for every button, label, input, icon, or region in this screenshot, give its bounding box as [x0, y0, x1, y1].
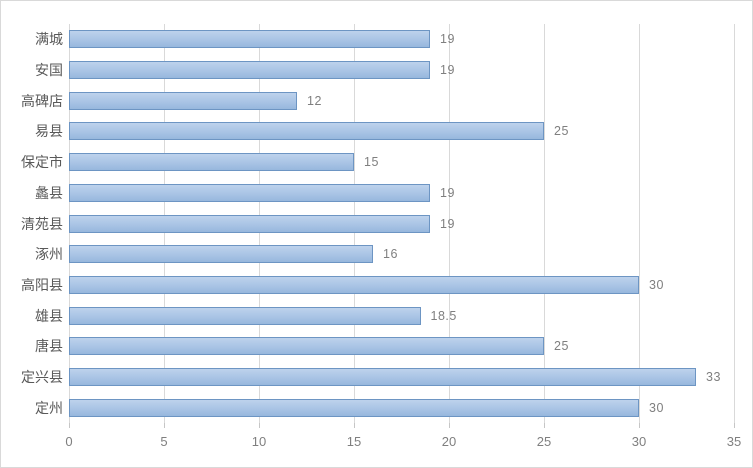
axis-tick: [354, 423, 355, 428]
gridline: [544, 24, 545, 423]
x-axis-tick-label: 35: [726, 434, 742, 449]
x-axis-tick-label: 0: [65, 434, 73, 449]
category-label: 满城: [35, 31, 63, 48]
axis-tick: [734, 423, 735, 428]
category-label: 蠡县: [35, 184, 63, 201]
bar-value-label: 16: [383, 247, 398, 262]
bar: [69, 367, 696, 386]
x-axis-tick-label: 30: [631, 434, 647, 449]
category-label: 雄县: [35, 307, 63, 324]
x-axis-tick-label: 20: [441, 434, 457, 449]
x-axis-tick-label: 25: [536, 434, 552, 449]
category-label: 安国: [35, 62, 63, 79]
category-label: 唐县: [35, 338, 63, 355]
category-label: 易县: [35, 123, 63, 140]
x-axis-tick-label: 5: [160, 434, 168, 449]
axis-tick: [449, 423, 450, 428]
x-axis-tick-label: 15: [346, 434, 362, 449]
bar: [69, 61, 430, 80]
axis-tick: [69, 423, 70, 428]
bar-value-label: 19: [440, 216, 455, 231]
bar-value-label: 15: [364, 155, 379, 170]
bar-value-label: 12: [307, 93, 322, 108]
bar: [69, 214, 430, 233]
bar: [69, 183, 430, 202]
bar-value-label: 30: [649, 277, 664, 292]
bar-value-label: 19: [440, 63, 455, 78]
axis-tick: [544, 423, 545, 428]
bar: [69, 306, 421, 325]
bar: [69, 153, 354, 172]
bar-value-label: 19: [440, 32, 455, 47]
bar: [69, 245, 373, 264]
bar: [69, 122, 544, 141]
bar: [69, 30, 430, 49]
category-label: 高阳县: [21, 276, 63, 293]
axis-tick: [639, 423, 640, 428]
category-label: 高碑店: [21, 92, 63, 109]
bar: [69, 337, 544, 356]
category-label: 涿州: [35, 246, 63, 263]
axis-tick: [259, 423, 260, 428]
bar: [69, 91, 297, 110]
bar-value-label: 25: [554, 339, 569, 354]
category-label: 定州: [35, 399, 63, 416]
gridline: [639, 24, 640, 423]
gridline: [734, 24, 735, 423]
bar-value-label: 18.5: [430, 308, 457, 323]
bar: [69, 275, 639, 294]
bar-value-label: 25: [554, 124, 569, 139]
bar-value-label: 33: [706, 369, 721, 384]
category-label: 定兴县: [21, 368, 63, 385]
x-axis-tick-label: 10: [251, 434, 267, 449]
bar: [69, 398, 639, 417]
bar-value-label: 19: [440, 185, 455, 200]
bar-value-label: 30: [649, 400, 664, 415]
axis-tick: [164, 423, 165, 428]
category-label: 保定市: [21, 154, 63, 171]
category-label: 清苑县: [21, 215, 63, 232]
gridline: [449, 24, 450, 423]
